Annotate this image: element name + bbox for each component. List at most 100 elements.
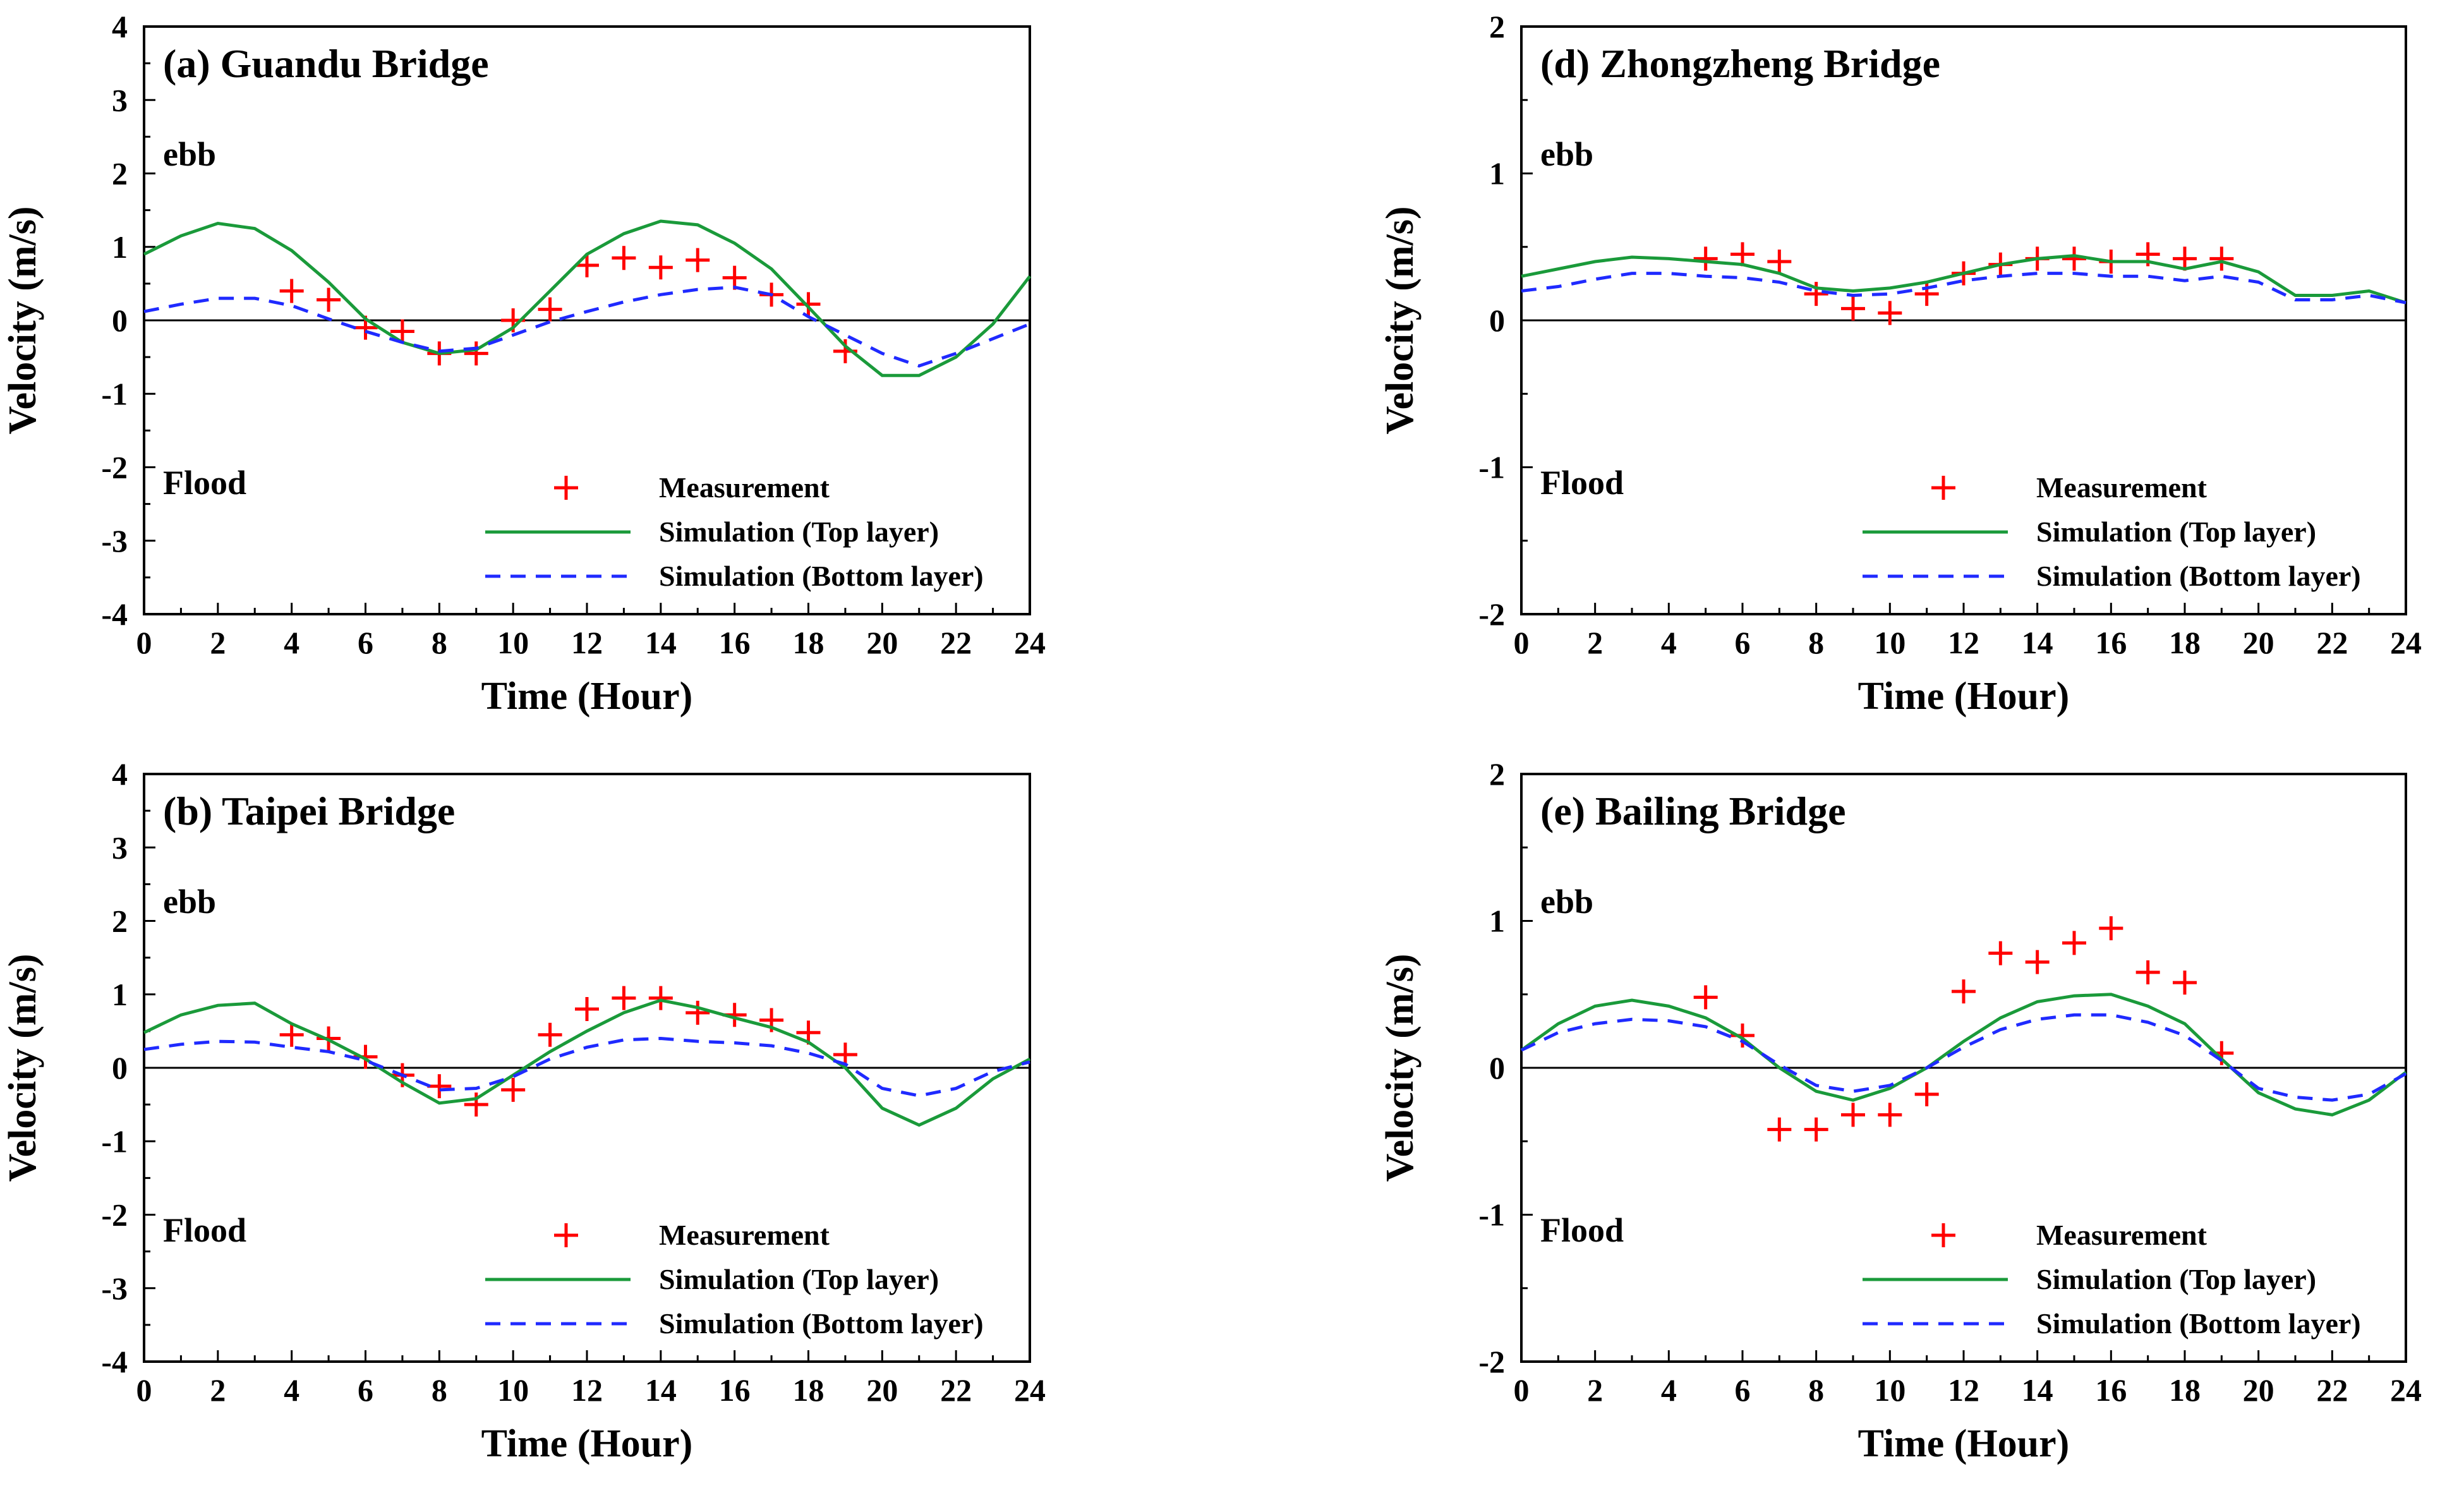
x-tick-label: 20 [2243,1372,2274,1408]
top-layer-line [1520,993,2407,1116]
measurement-point [2209,246,2234,271]
y-tick-label: -2 [1478,1344,1505,1379]
x-tick-label: 8 [1808,625,1824,660]
measurement-point [317,287,341,312]
x-tick-label: 8 [432,1372,447,1408]
legend-label: Simulation (Top layer) [2036,516,2316,548]
legend-label: Simulation (Bottom layer) [659,560,984,592]
top-layer-line [143,998,1031,1127]
x-tick-label: 14 [2022,625,2053,660]
y-tick-label: -3 [101,1271,128,1306]
ebb-label: ebb [163,883,216,921]
measurement-point [1878,301,1902,325]
measurement-point [538,1022,562,1047]
x-tick-label: 2 [210,625,226,660]
y-tick-label: -1 [1478,450,1505,485]
x-tick-label: 16 [2095,1372,2127,1408]
x-tick-label: 8 [432,625,447,660]
measurement-point [648,255,673,280]
top-layer-line [1521,254,2407,305]
x-tick-label: 22 [940,1372,972,1408]
y-tick-label: 1 [1489,156,1505,191]
x-tick-label: 8 [1808,1372,1824,1408]
y-tick-label: 2 [112,156,128,191]
measurement-point [575,997,599,1021]
y-tick-label: 0 [1489,1050,1505,1086]
measurement-point [1804,282,1828,306]
ebb-label: ebb [1540,135,1593,173]
measurement-point [427,1074,452,1099]
y-tick-label: 0 [112,303,128,338]
measurement-point [2173,971,2197,995]
flood-label: Flood [163,464,246,502]
x-tick-label: 12 [1948,625,1979,660]
x-tick-label: 16 [2095,625,2127,660]
x-tick-label: 12 [1948,1372,1979,1408]
measurement-point [353,1044,378,1069]
y-tick-label: 3 [112,82,128,118]
x-tick-label: 24 [1014,625,1046,660]
ebb-label: ebb [1540,883,1593,921]
x-tick-label: 24 [1014,1372,1046,1408]
legend-measurement-marker [554,476,578,500]
x-tick-label: 18 [793,1372,824,1408]
x-tick-label: 10 [1874,625,1905,660]
y-tick-label: 4 [112,756,128,792]
measurement-point [464,341,488,366]
x-tick-label: 12 [571,1372,603,1408]
measurement-point [1914,1082,1939,1106]
x-tick-label: 16 [719,1372,751,1408]
measurement-point [1767,250,1792,274]
panel-title: (b) Taipei Bridge [163,789,455,833]
y-tick-label: -2 [101,1197,128,1233]
y-tick-label: -1 [101,1123,128,1159]
measurement-point [1988,941,2013,965]
x-tick-label: 14 [2022,1372,2053,1408]
x-tick-label: 6 [1735,625,1751,660]
x-tick-label: 10 [1874,1372,1905,1408]
y-tick-label: -4 [101,596,128,632]
legend-label: Simulation (Bottom layer) [2036,1307,2361,1340]
y-tick-label: -1 [101,376,128,411]
measurement-point [1767,1117,1792,1142]
measurement-point [279,279,304,303]
y-tick-label: -4 [101,1344,128,1379]
y-tick-label: 0 [1489,303,1505,338]
panel-title: (d) Zhongzheng Bridge [1540,41,1940,86]
y-tick-label: 1 [112,229,128,265]
flood-label: Flood [1540,1211,1624,1249]
x-tick-label: 24 [2390,625,2422,660]
legend-measurement-marker [554,1223,578,1247]
x-tick-label: 0 [1514,625,1530,660]
x-tick-label: 4 [284,625,299,660]
bottom-layer-line [1520,1013,2407,1102]
x-tick-label: 6 [1735,1372,1751,1408]
measurement-point [1878,1103,1902,1127]
x-tick-label: 20 [2243,625,2274,660]
x-tick-label: 4 [1661,1372,1677,1408]
legend-label: Measurement [659,471,830,504]
y-tick-label: 2 [1489,756,1505,792]
measurement-point [501,1077,526,1102]
legend-label: Simulation (Top layer) [659,516,939,548]
flood-label: Flood [1540,464,1624,502]
top-layer-line [143,219,1031,377]
x-axis-title: Time (Hour) [1858,675,2070,718]
legend-measurement-marker [1931,1223,1955,1247]
panel-title: (e) Bailing Bridge [1540,789,1846,833]
x-tick-label: 24 [2390,1372,2422,1408]
measurement-point [612,986,636,1010]
x-tick-label: 4 [1661,625,1677,660]
x-tick-label: 22 [2316,1372,2348,1408]
x-tick-label: 14 [645,625,677,660]
legend-label: Simulation (Top layer) [659,1263,939,1295]
y-axis-title: Velocity (m/s) [1379,953,1422,1182]
x-tick-label: 14 [645,1372,677,1408]
x-tick-label: 18 [793,625,824,660]
x-tick-label: 18 [2169,1372,2201,1408]
y-tick-label: 3 [112,830,128,865]
